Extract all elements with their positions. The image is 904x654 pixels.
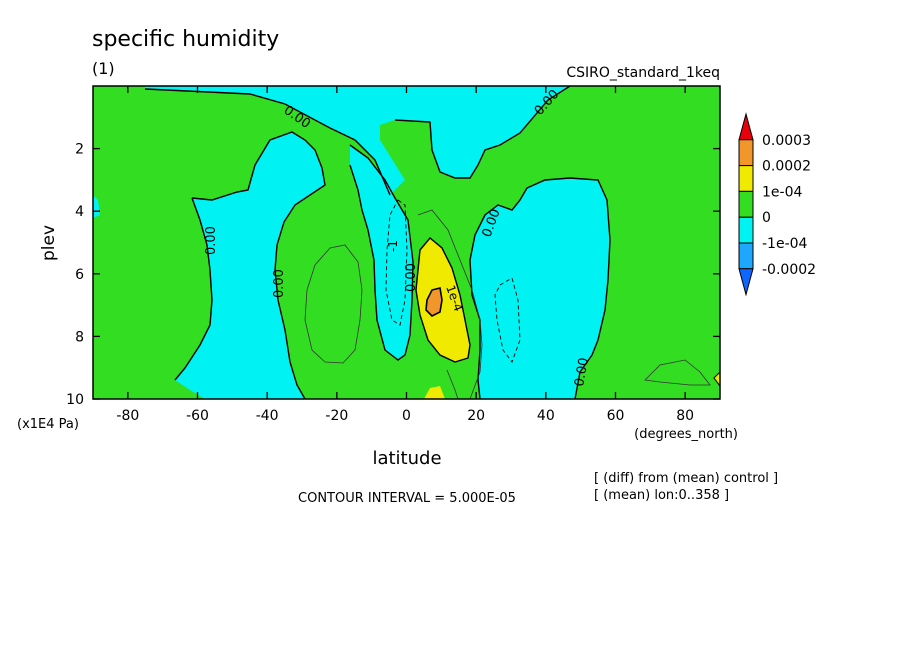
colorbar-label: -1e-04 bbox=[762, 236, 808, 252]
x-axis-title: latitude bbox=[372, 448, 441, 469]
note-mean: [ (mean) lon:0..358 ] bbox=[594, 488, 729, 503]
note-diff: [ (diff) from (mean) control ] bbox=[594, 471, 778, 486]
region-positive-medium bbox=[424, 386, 445, 399]
region-negative-small bbox=[93, 195, 100, 218]
contour-labels: 0.00 0.00 0.00 0.00 0.00 0.00 0.00 1e-4 … bbox=[204, 87, 592, 388]
y-axis: 2 4 6 8 10 bbox=[66, 142, 720, 408]
chart-title: specific humidity bbox=[92, 27, 279, 52]
x-tick-label: -60 bbox=[186, 408, 209, 424]
colorbar-swatch bbox=[738, 268, 754, 297]
contour-label: 0.00 bbox=[272, 269, 287, 298]
x-tick-label: 60 bbox=[607, 408, 625, 424]
contour-label: 0.00 bbox=[204, 226, 219, 255]
contour-label: 0.00 bbox=[572, 357, 592, 388]
y-tick-label: 8 bbox=[75, 329, 84, 345]
colorbar-label: 0.0003 bbox=[762, 133, 811, 149]
colorbar-label: -0.0002 bbox=[762, 262, 816, 278]
y-tick-label: 4 bbox=[75, 204, 84, 220]
colorbar-swatch bbox=[738, 165, 754, 192]
colorbar-swatch bbox=[738, 112, 754, 141]
colorbar-swatch bbox=[738, 216, 754, 244]
colorbar-label: 0.0002 bbox=[762, 159, 811, 175]
colorbar-label: 1e-04 bbox=[762, 184, 802, 200]
x-tick-label: -20 bbox=[325, 408, 348, 424]
colorbar-swatch bbox=[738, 139, 754, 167]
region-positive-medium bbox=[416, 238, 470, 362]
y-tick-label: 2 bbox=[75, 142, 84, 158]
colorbar-swatch bbox=[738, 190, 754, 218]
x-tick-label: 40 bbox=[537, 408, 555, 424]
contour-label: 0.00 bbox=[404, 263, 419, 292]
region-negative-small bbox=[175, 132, 325, 399]
region-negative-small bbox=[350, 145, 413, 360]
negative-contours bbox=[385, 199, 521, 363]
y-units-label: (x1E4 Pa) bbox=[17, 417, 79, 432]
chart-subtitle: (1) bbox=[92, 59, 115, 78]
x-tick-label: -40 bbox=[256, 408, 279, 424]
x-tick-label: 20 bbox=[467, 408, 485, 424]
region-negative-small bbox=[145, 86, 570, 195]
y-axis-title: plev bbox=[39, 225, 59, 261]
x-axis: -80 -60 -40 -20 0 20 40 60 80 bbox=[116, 86, 694, 424]
region-positive-medium bbox=[713, 371, 720, 387]
x-units-label: (degrees_north) bbox=[634, 427, 738, 442]
colorbar-label: 0 bbox=[762, 210, 771, 226]
x-tick-label: 80 bbox=[676, 408, 694, 424]
region-negative-small bbox=[470, 178, 610, 399]
y-tick-label: 6 bbox=[75, 267, 84, 283]
colorbar-swatch bbox=[738, 242, 754, 270]
y-tick-label: 10 bbox=[66, 392, 84, 408]
x-tick-label: -80 bbox=[116, 408, 139, 424]
region-positive-max bbox=[425, 287, 443, 317]
contour-interval: CONTOUR INTERVAL = 5.000E-05 bbox=[298, 491, 516, 506]
zero-contours bbox=[144, 86, 611, 399]
dataset-label: CSIRO_standard_1keq bbox=[566, 65, 720, 81]
contour-label: -1 bbox=[386, 240, 400, 252]
positive-contours bbox=[304, 209, 711, 399]
colorbar: 0.0003 0.0002 1e-04 0 -1e-04 -0.0002 bbox=[738, 112, 816, 297]
x-tick-label: 0 bbox=[402, 408, 411, 424]
plot-area bbox=[93, 86, 720, 399]
